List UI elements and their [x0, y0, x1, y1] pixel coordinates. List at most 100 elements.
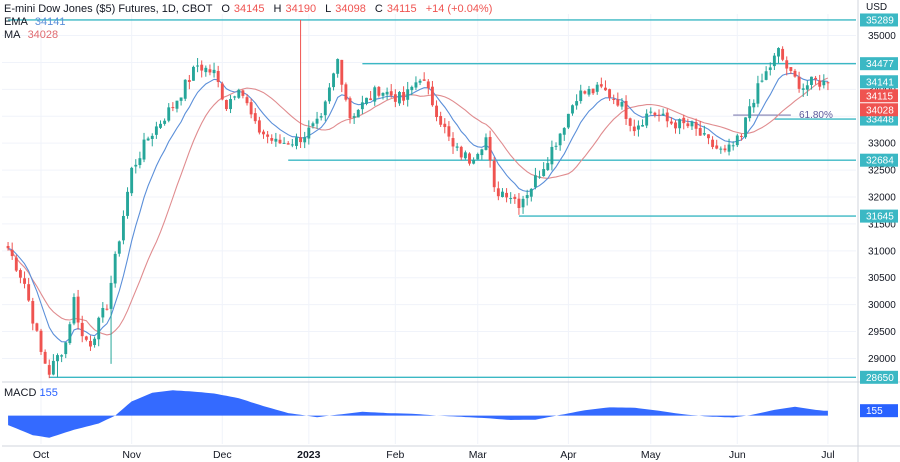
candle[interactable]: [599, 77, 603, 89]
candle[interactable]: [299, 19, 303, 149]
candle[interactable]: [818, 74, 822, 91]
candle[interactable]: [80, 315, 84, 343]
candle[interactable]: [525, 189, 529, 206]
candle[interactable]: [554, 142, 558, 151]
candle[interactable]: [492, 156, 496, 192]
candle[interactable]: [381, 92, 385, 100]
candle[interactable]: [327, 83, 331, 104]
candle[interactable]: [435, 100, 438, 122]
candle[interactable]: [224, 99, 228, 112]
candle[interactable]: [455, 142, 459, 152]
candle[interactable]: [348, 96, 352, 124]
candle[interactable]: [253, 108, 257, 124]
candle[interactable]: [451, 132, 455, 154]
candle[interactable]: [319, 113, 323, 121]
candle[interactable]: [35, 322, 39, 332]
candle[interactable]: [192, 65, 195, 81]
candle[interactable]: [51, 354, 55, 376]
candle[interactable]: [167, 103, 171, 123]
symbol-title[interactable]: E-mini Dow Jones ($5) Futures, 1D, CBOT: [4, 3, 213, 15]
candle[interactable]: [216, 65, 220, 88]
candle[interactable]: [393, 89, 397, 108]
candle[interactable]: [175, 100, 179, 113]
candle[interactable]: [645, 109, 649, 129]
candle[interactable]: [249, 98, 253, 119]
candle[interactable]: [748, 99, 752, 122]
candle[interactable]: [113, 251, 117, 288]
candle[interactable]: [727, 138, 731, 156]
candle[interactable]: [270, 134, 274, 144]
candle[interactable]: [373, 85, 377, 106]
candle[interactable]: [109, 275, 113, 364]
candle[interactable]: [418, 78, 422, 86]
candle[interactable]: [702, 125, 706, 136]
candle[interactable]: [365, 97, 368, 106]
candle[interactable]: [533, 167, 537, 190]
candle[interactable]: [340, 59, 344, 93]
candle[interactable]: [764, 66, 768, 81]
candle[interactable]: [422, 72, 426, 81]
candle[interactable]: [472, 157, 476, 165]
candle[interactable]: [612, 94, 616, 105]
candle[interactable]: [801, 83, 805, 97]
candle[interactable]: [220, 81, 224, 101]
candle[interactable]: [27, 277, 31, 302]
candle[interactable]: [591, 88, 595, 95]
candle[interactable]: [636, 120, 640, 137]
candle[interactable]: [711, 136, 715, 150]
x-axis[interactable]: Oct Nov Dec 2023 Feb Mar Apr May Jun Jul: [33, 449, 835, 461]
candle[interactable]: [311, 121, 315, 129]
candle[interactable]: [290, 138, 294, 148]
candle[interactable]: [517, 193, 521, 215]
candle[interactable]: [278, 134, 282, 145]
candle[interactable]: [344, 82, 348, 102]
candle[interactable]: [356, 108, 360, 118]
candle[interactable]: [781, 46, 785, 62]
candle[interactable]: [245, 94, 249, 106]
candle[interactable]: [789, 66, 793, 75]
candle[interactable]: [241, 89, 245, 99]
candle[interactable]: [665, 108, 669, 128]
candle[interactable]: [501, 188, 504, 198]
candle[interactable]: [89, 335, 92, 351]
candle[interactable]: [715, 139, 719, 150]
candle[interactable]: [274, 132, 278, 147]
candle[interactable]: [18, 268, 22, 284]
candle[interactable]: [43, 349, 47, 364]
candle[interactable]: [212, 62, 216, 78]
candle[interactable]: [719, 146, 723, 154]
candle[interactable]: [616, 92, 620, 107]
candle[interactable]: [402, 86, 406, 106]
candle[interactable]: [126, 187, 129, 219]
candle[interactable]: [463, 150, 467, 160]
candle[interactable]: [179, 97, 183, 106]
candle[interactable]: [426, 79, 430, 95]
macd-legend[interactable]: MACD 155: [4, 387, 58, 399]
candle[interactable]: [731, 141, 735, 151]
candle[interactable]: [694, 118, 698, 136]
candles[interactable]: [6, 19, 830, 379]
candle[interactable]: [566, 113, 570, 130]
candle[interactable]: [68, 321, 72, 345]
candle[interactable]: [657, 109, 661, 122]
candle[interactable]: [307, 120, 311, 145]
candle[interactable]: [117, 240, 121, 257]
candle[interactable]: [698, 120, 702, 136]
candle[interactable]: [468, 152, 471, 166]
candle[interactable]: [72, 293, 76, 326]
candle[interactable]: [439, 111, 443, 127]
candle[interactable]: [632, 119, 636, 136]
candle[interactable]: [200, 60, 204, 78]
candle[interactable]: [653, 111, 657, 118]
candle[interactable]: [398, 91, 401, 106]
candle[interactable]: [10, 242, 14, 260]
candle[interactable]: [134, 159, 138, 174]
candle[interactable]: [509, 192, 513, 204]
candle[interactable]: [579, 84, 583, 104]
candle[interactable]: [669, 117, 673, 125]
candle[interactable]: [64, 342, 68, 359]
candle[interactable]: [595, 82, 599, 95]
candle[interactable]: [744, 117, 747, 139]
candle[interactable]: [183, 79, 187, 102]
candle[interactable]: [624, 95, 628, 125]
